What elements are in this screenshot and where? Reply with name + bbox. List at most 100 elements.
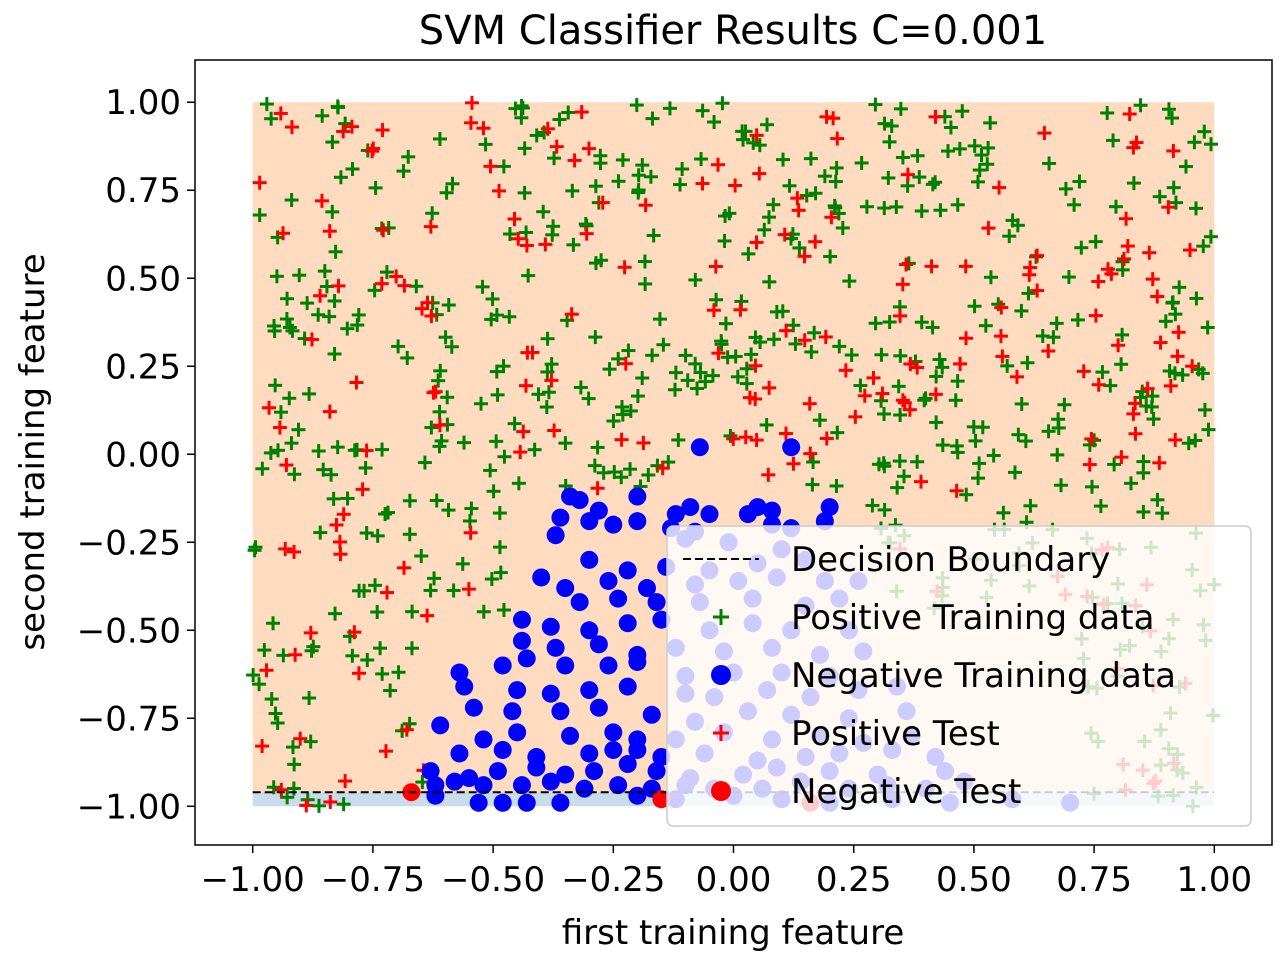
- positive-test-point: [476, 121, 491, 136]
- positive-training-point: [718, 316, 733, 331]
- positive-training-point: [360, 653, 375, 668]
- positive-training-point: [974, 148, 989, 163]
- negative-training-point: [546, 638, 565, 657]
- positive-training-point: [611, 351, 626, 366]
- positive-training-point: [925, 320, 940, 335]
- positive-training-point: [313, 525, 328, 540]
- positive-test-point: [802, 396, 817, 411]
- positive-training-point: [483, 463, 498, 478]
- positive-training-point: [675, 162, 690, 177]
- positive-training-point: [280, 291, 295, 306]
- negative-training-point: [580, 744, 599, 763]
- positive-training-point: [1197, 124, 1212, 139]
- positive-training-point: [817, 169, 832, 184]
- positive-test-point: [866, 370, 881, 385]
- legend-label: Positive Training data: [791, 598, 1154, 638]
- positive-training-point: [1020, 355, 1035, 370]
- positive-test-point: [733, 302, 748, 317]
- positive-training-point: [270, 716, 285, 731]
- positive-training-point: [347, 443, 362, 458]
- positive-test-point: [748, 358, 763, 373]
- positive-training-point: [1162, 363, 1177, 378]
- positive-training-point: [766, 197, 781, 212]
- positive-training-point: [914, 315, 929, 330]
- positive-training-point: [656, 337, 671, 352]
- positive-training-point: [1168, 307, 1183, 322]
- positive-test-point: [329, 517, 344, 532]
- positive-training-point: [892, 454, 907, 469]
- positive-training-point: [497, 449, 512, 464]
- negative-training-point: [561, 726, 580, 745]
- negative-training-point: [556, 765, 575, 784]
- positive-test-point: [255, 739, 270, 754]
- positive-training-point: [1158, 314, 1173, 329]
- positive-test-point: [379, 744, 394, 759]
- positive-test-point: [420, 608, 435, 623]
- positive-training-point: [1054, 478, 1069, 493]
- positive-test-point: [338, 774, 353, 789]
- positive-training-point: [1201, 422, 1216, 437]
- positive-training-point: [895, 150, 910, 165]
- positive-test-point: [1171, 325, 1186, 340]
- positive-training-point: [788, 336, 803, 351]
- negative-training-point: [546, 526, 565, 545]
- positive-training-point: [680, 373, 695, 388]
- positive-training-point: [877, 116, 892, 131]
- positive-training-point: [959, 487, 974, 502]
- positive-test-point: [332, 534, 347, 549]
- positive-training-point: [588, 256, 603, 271]
- positive-training-point: [631, 183, 646, 198]
- y-tick-label: 0.75: [105, 171, 181, 211]
- positive-training-point: [662, 101, 677, 116]
- positive-training-point: [496, 359, 511, 374]
- legend-label: Negative Test: [791, 772, 1021, 812]
- positive-training-point: [484, 572, 499, 587]
- negative-training-point: [527, 758, 546, 777]
- positive-training-point: [831, 206, 846, 221]
- positive-test-point: [538, 237, 553, 252]
- negative-training-point: [748, 498, 767, 517]
- positive-training-point: [311, 444, 326, 459]
- positive-test-point: [617, 260, 632, 275]
- positive-training-point: [316, 462, 331, 477]
- positive-training-point: [351, 307, 366, 322]
- positive-test-point: [380, 585, 395, 600]
- positive-training-point: [1050, 447, 1065, 462]
- positive-training-point: [1100, 105, 1115, 120]
- positive-training-point: [476, 604, 491, 619]
- positive-training-point: [1133, 98, 1148, 113]
- positive-test-point: [1161, 200, 1176, 215]
- positive-test-point: [1142, 245, 1157, 260]
- positive-training-point: [1126, 176, 1141, 191]
- positive-test-point: [322, 224, 337, 239]
- positive-test-point: [797, 249, 812, 264]
- positive-training-point: [338, 116, 353, 131]
- positive-test-point: [824, 210, 839, 225]
- positive-training-point: [1057, 397, 1072, 412]
- positive-training-point: [311, 798, 326, 813]
- positive-training-point: [282, 391, 297, 406]
- positive-training-point: [950, 445, 965, 460]
- positive-test-point: [464, 95, 479, 110]
- positive-test-point: [655, 461, 670, 476]
- positive-training-point: [391, 339, 406, 354]
- positive-training-point: [519, 225, 534, 240]
- positive-training-point: [302, 691, 317, 706]
- positive-training-point: [485, 292, 500, 307]
- x-tick-label: −0.50: [441, 860, 545, 900]
- positive-test-point: [790, 191, 805, 206]
- positive-training-point: [1115, 327, 1130, 342]
- positive-test-point: [895, 393, 910, 408]
- positive-training-point: [565, 183, 580, 198]
- positive-test-point: [520, 345, 535, 360]
- positive-test-point: [803, 446, 818, 461]
- negative-training-point: [503, 702, 522, 721]
- positive-training-point: [547, 151, 562, 166]
- positive-training-point: [1175, 367, 1190, 382]
- negative-training-point: [609, 776, 628, 795]
- positive-test-point: [900, 167, 915, 182]
- positive-training-point: [370, 605, 385, 620]
- positive-training-point: [744, 347, 759, 362]
- positive-training-point: [1187, 135, 1202, 150]
